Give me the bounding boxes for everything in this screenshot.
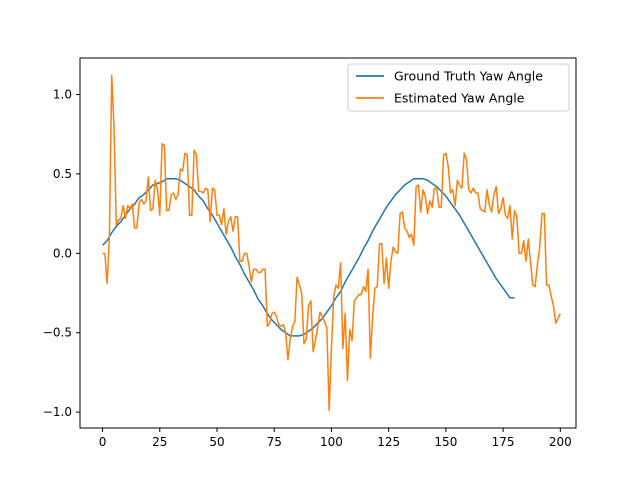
axes-frame	[79, 57, 577, 429]
y-tick-label: 0.0	[53, 246, 72, 260]
x-tick-label: 175	[492, 435, 515, 449]
y-tick-label: −0.5	[43, 326, 72, 340]
x-tick-label: 0	[99, 435, 107, 449]
x-tick-label: 200	[549, 435, 572, 449]
series-line-ground-truth	[102, 177, 515, 337]
x-tick-label: 50	[209, 435, 224, 449]
legend-label: Estimated Yaw Angle	[394, 91, 525, 106]
series-line-estimated	[102, 74, 561, 412]
x-tick-label: 100	[320, 435, 343, 449]
x-tick-label: 25	[152, 435, 167, 449]
legend-box	[347, 63, 570, 112]
y-tick-label: 0.5	[53, 167, 72, 181]
legend: Ground Truth Yaw Angle Estimated Yaw Angl…	[347, 63, 570, 112]
y-tick-label: 1.0	[53, 88, 72, 102]
x-tick-label: 75	[267, 435, 282, 449]
x-tick-label: 125	[377, 435, 400, 449]
legend-label: Ground Truth Yaw Angle	[394, 69, 543, 84]
series-layer	[102, 74, 561, 412]
x-axis: 0 25 50 75 100 125 150 175 200	[99, 428, 572, 449]
y-axis: −1.0 −0.5 0.0 0.5 1.0	[43, 88, 80, 419]
x-tick-label: 150	[434, 435, 457, 449]
y-tick-label: −1.0	[43, 405, 72, 419]
